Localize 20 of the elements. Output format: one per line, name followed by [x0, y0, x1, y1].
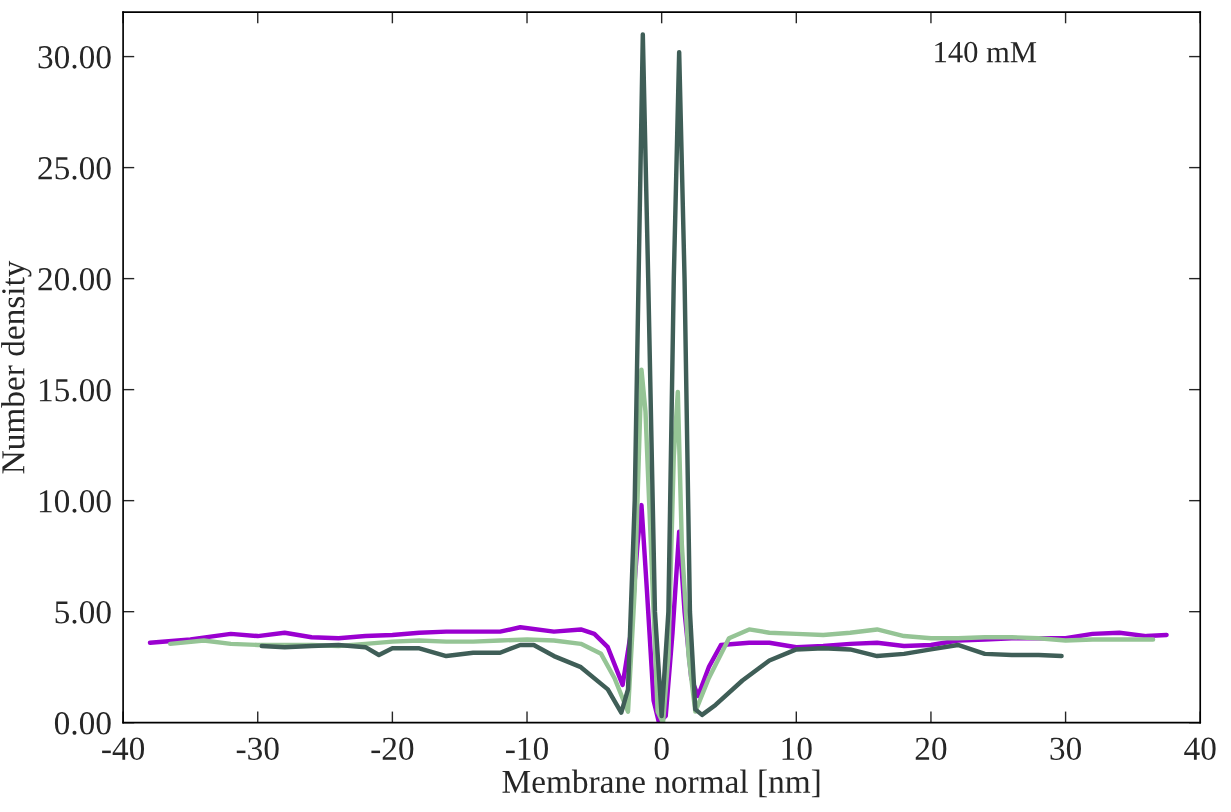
- line-series: [259, 32, 1064, 719]
- annotation: 140 mM: [935, 41, 1037, 63]
- x-tick-label: 20: [915, 737, 947, 761]
- x-axis-title: Membrane normal [nm]: [502, 769, 820, 798]
- x-tick-label: -10: [506, 737, 548, 761]
- y-tick-label: 25.00: [38, 157, 111, 180]
- x-tick-label: 10: [782, 737, 812, 761]
- y-tick-label: 30.00: [38, 45, 111, 69]
- x-tick-label: -30: [236, 737, 279, 761]
- x-tick-label: 0: [654, 737, 669, 761]
- x-tick-label: -20: [371, 737, 414, 761]
- x-tick-label: 40: [1184, 737, 1216, 761]
- y-tick-label: 0.00: [54, 712, 111, 735]
- x-tick-label: -40: [102, 737, 145, 761]
- y-tick-label: 15.00: [39, 379, 111, 402]
- x-tick-label: 30: [1050, 737, 1081, 761]
- y-tick-label: 10.00: [39, 490, 111, 513]
- y-axis-title: Number density: [1, 260, 32, 474]
- y-tick-label: 5.00: [55, 601, 111, 624]
- y-tick-label: 20.00: [38, 268, 111, 291]
